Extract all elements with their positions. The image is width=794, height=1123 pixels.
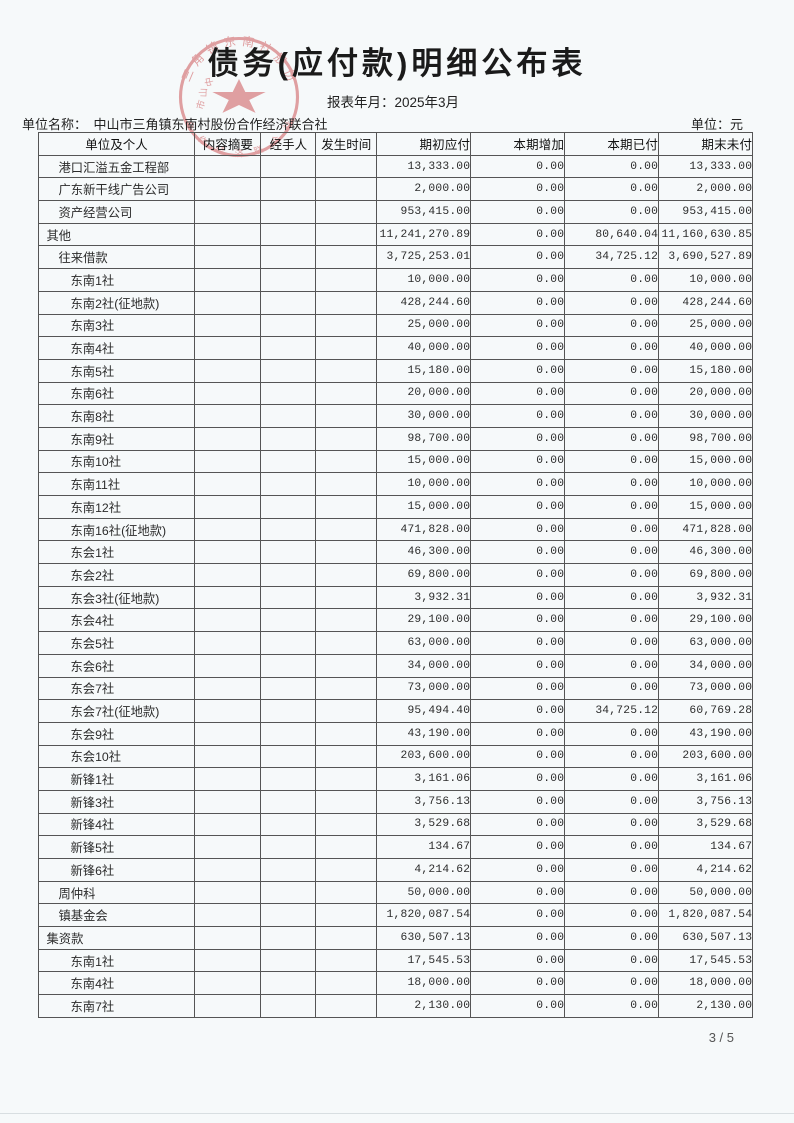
svg-text:山: 山 xyxy=(195,88,209,98)
svg-text:市: 市 xyxy=(192,98,208,111)
